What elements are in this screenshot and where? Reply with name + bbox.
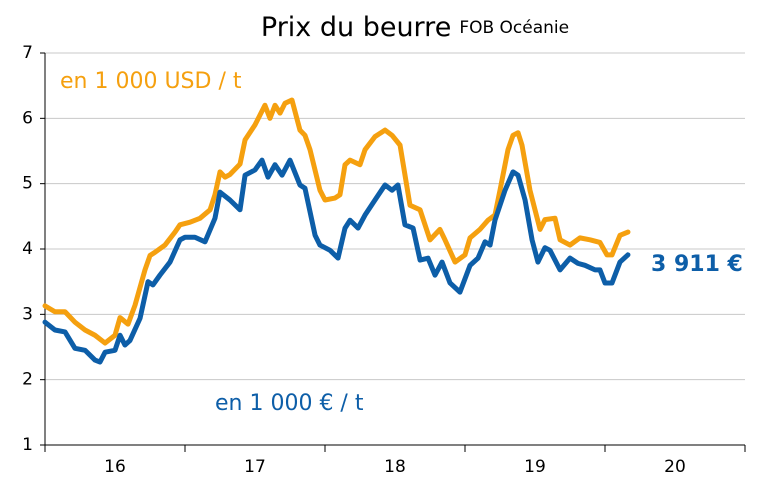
y-tick-label: 1 bbox=[22, 435, 33, 455]
label-background bbox=[207, 382, 397, 426]
y-tick-label: 7 bbox=[22, 43, 33, 63]
x-tick-label: 19 bbox=[524, 457, 546, 477]
y-tick-label: 3 bbox=[22, 304, 33, 324]
series-line bbox=[42, 97, 631, 346]
series-label: en 1 000 USD / t bbox=[60, 69, 242, 94]
y-tick-label: 6 bbox=[22, 108, 33, 128]
y-tick-label: 5 bbox=[22, 174, 33, 194]
series-label: en 1 000 € / t bbox=[215, 391, 364, 416]
x-tick-label: 17 bbox=[244, 457, 266, 477]
chart-subtitle: FOB Océanie bbox=[459, 18, 569, 38]
y-tick-label: 2 bbox=[22, 370, 33, 390]
x-tick-label: 18 bbox=[384, 457, 406, 477]
chart-title-group: Prix du beurre FOB Océanie bbox=[261, 12, 569, 43]
chart-title: Prix du beurre bbox=[261, 12, 451, 43]
series-line bbox=[42, 157, 631, 365]
x-tick-label: 16 bbox=[104, 457, 126, 477]
x-tick-label: 20 bbox=[664, 457, 686, 477]
annotation: 3 911 € bbox=[651, 252, 743, 277]
y-tick-label: 4 bbox=[22, 239, 33, 259]
